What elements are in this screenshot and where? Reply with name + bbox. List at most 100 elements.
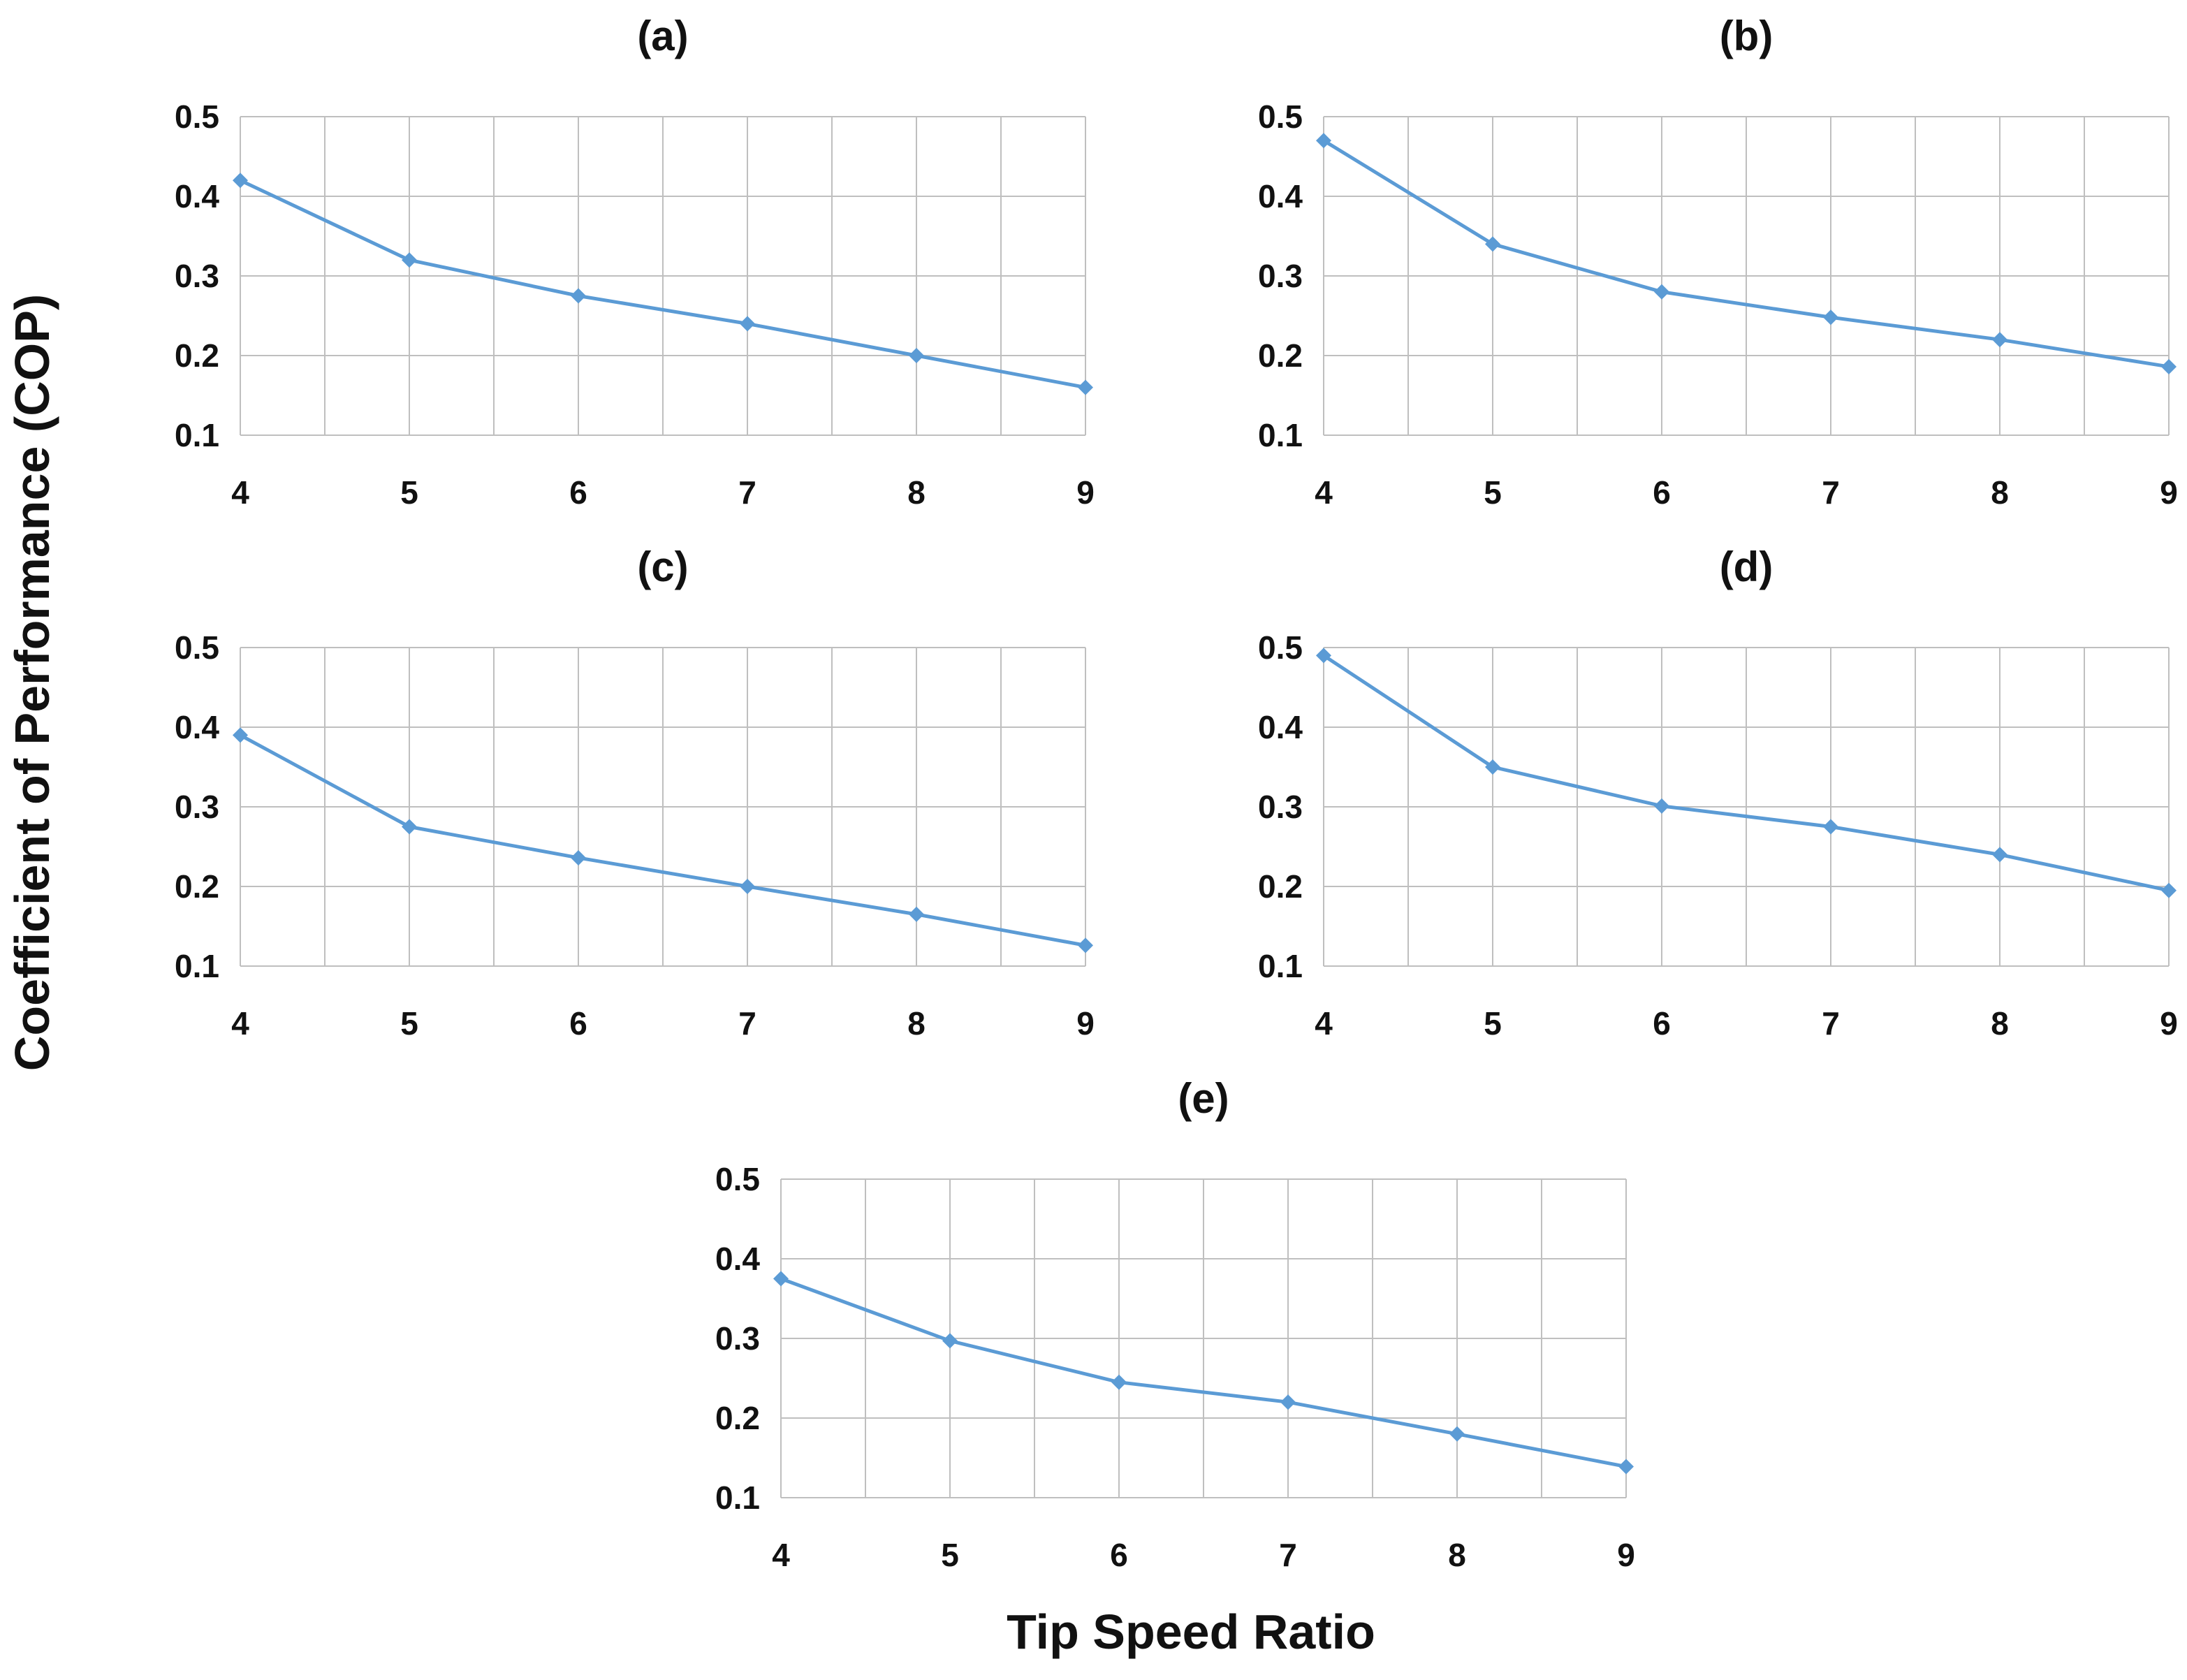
chart-title: (a) — [637, 13, 688, 59]
x-tick-label: 7 — [738, 1005, 756, 1042]
x-tick-label: 9 — [1076, 474, 1095, 511]
y-tick-label: 0.1 — [1258, 948, 1303, 984]
series-line — [239, 178, 1086, 390]
x-tick-label: 6 — [569, 474, 587, 511]
y-tick-label: 0.4 — [1258, 178, 1303, 214]
x-axis-title: Tip Speed Ratio — [1007, 1605, 1375, 1659]
y-tick-label: 0.3 — [1258, 258, 1303, 294]
data-point — [1618, 1459, 1634, 1475]
chart-title: (d) — [1720, 543, 1773, 590]
y-tick-label: 0.2 — [175, 337, 219, 374]
y-tick-label: 0.3 — [715, 1320, 760, 1357]
data-point — [233, 173, 248, 189]
data-point — [402, 819, 417, 835]
data-point — [1078, 937, 1093, 954]
chart-panel: (a) 0.1 0.2 0.3 0.4 0.5 4 5 6 7 8 9 — [175, 13, 1095, 511]
data-point — [1654, 798, 1669, 814]
x-tick-label: 4 — [231, 474, 249, 511]
x-tick-label: 8 — [1991, 1005, 2009, 1042]
x-tick-label: 8 — [907, 474, 926, 511]
y-tick-label: 0.1 — [1258, 417, 1303, 453]
y-tick-label: 0.5 — [175, 98, 219, 135]
chart-title: (b) — [1720, 13, 1773, 59]
data-point — [1280, 1394, 1296, 1410]
y-tick-label: 0.5 — [715, 1161, 760, 1197]
y-tick-label: 0.4 — [175, 709, 219, 745]
data-point — [740, 879, 755, 894]
series-line — [1322, 654, 2170, 893]
x-tick-label: 6 — [1653, 474, 1671, 511]
x-tick-label: 5 — [400, 1005, 418, 1042]
x-tick-label: 8 — [907, 1005, 926, 1042]
x-tick-label: 7 — [1822, 1005, 1840, 1042]
data-point — [1316, 133, 1331, 149]
chart-panel: (d) 0.1 0.2 0.3 0.4 0.5 4 5 6 7 8 9 — [1258, 543, 2178, 1042]
y-tick-label: 0.4 — [175, 178, 219, 214]
chart-panel: (c) 0.1 0.2 0.3 0.4 0.5 4 5 6 7 8 9 — [175, 543, 1095, 1042]
x-tick-label: 7 — [738, 474, 756, 511]
y-tick-label: 0.3 — [175, 789, 219, 825]
data-point — [2161, 358, 2177, 374]
data-point — [1992, 847, 2007, 863]
x-tick-label: 6 — [1110, 1537, 1128, 1573]
data-point — [571, 288, 586, 304]
data-point — [1485, 759, 1500, 775]
data-point — [740, 316, 755, 332]
data-point — [2161, 882, 2177, 898]
data-point — [1823, 819, 1838, 835]
x-tick-label: 4 — [772, 1537, 790, 1573]
x-tick-label: 8 — [1448, 1537, 1466, 1573]
y-tick-label: 0.1 — [175, 948, 219, 984]
data-point — [909, 906, 924, 922]
series-line — [780, 1277, 1627, 1468]
x-tick-label: 9 — [2160, 1005, 2178, 1042]
x-tick-label: 6 — [569, 1005, 587, 1042]
y-tick-label: 0.2 — [1258, 337, 1303, 374]
data-point — [233, 727, 248, 743]
x-tick-label: 4 — [231, 1005, 249, 1042]
x-tick-label: 6 — [1653, 1005, 1671, 1042]
x-tick-label: 5 — [400, 474, 418, 511]
y-tick-label: 0.5 — [1258, 98, 1303, 135]
data-point — [571, 849, 586, 865]
data-point — [402, 252, 417, 268]
x-tick-label: 9 — [1617, 1537, 1635, 1573]
chart-panel: (b) 0.1 0.2 0.3 0.4 0.5 4 5 6 7 8 9 — [1258, 13, 2178, 511]
data-point — [1111, 1374, 1127, 1390]
y-tick-label: 0.4 — [1258, 709, 1303, 745]
x-tick-label: 5 — [1484, 474, 1502, 511]
chart-title: (e) — [1178, 1075, 1229, 1122]
data-point — [1316, 648, 1331, 664]
y-tick-label: 0.5 — [1258, 629, 1303, 666]
data-point — [1078, 379, 1093, 395]
y-tick-label: 0.1 — [175, 417, 219, 453]
x-tick-label: 8 — [1991, 474, 2009, 511]
x-tick-label: 7 — [1279, 1537, 1297, 1573]
y-tick-label: 0.2 — [1258, 868, 1303, 905]
chart-panel: (e) 0.1 0.2 0.3 0.4 0.5 4 5 6 7 8 9 — [715, 1075, 1635, 1573]
x-tick-label: 4 — [1315, 1005, 1333, 1042]
data-point — [1449, 1426, 1465, 1442]
y-axis-title: Coefficient of Performance (COP) — [5, 294, 59, 1071]
series-line — [1322, 139, 2170, 369]
x-tick-label: 5 — [941, 1537, 959, 1573]
y-tick-label: 0.2 — [715, 1400, 760, 1436]
x-tick-label: 5 — [1484, 1005, 1502, 1042]
y-tick-label: 0.4 — [715, 1241, 760, 1277]
y-tick-label: 0.5 — [175, 629, 219, 666]
x-tick-label: 9 — [1076, 1005, 1095, 1042]
y-tick-label: 0.2 — [175, 868, 219, 905]
x-tick-label: 7 — [1822, 474, 1840, 511]
series-line — [239, 733, 1086, 947]
x-tick-label: 4 — [1315, 474, 1333, 511]
y-tick-label: 0.3 — [175, 258, 219, 294]
data-point — [1485, 236, 1500, 252]
data-point — [909, 348, 924, 363]
data-point — [942, 1333, 958, 1349]
chart-title: (c) — [637, 543, 688, 590]
y-tick-label: 0.3 — [1258, 789, 1303, 825]
data-point — [773, 1271, 789, 1287]
x-tick-label: 9 — [2160, 474, 2178, 511]
